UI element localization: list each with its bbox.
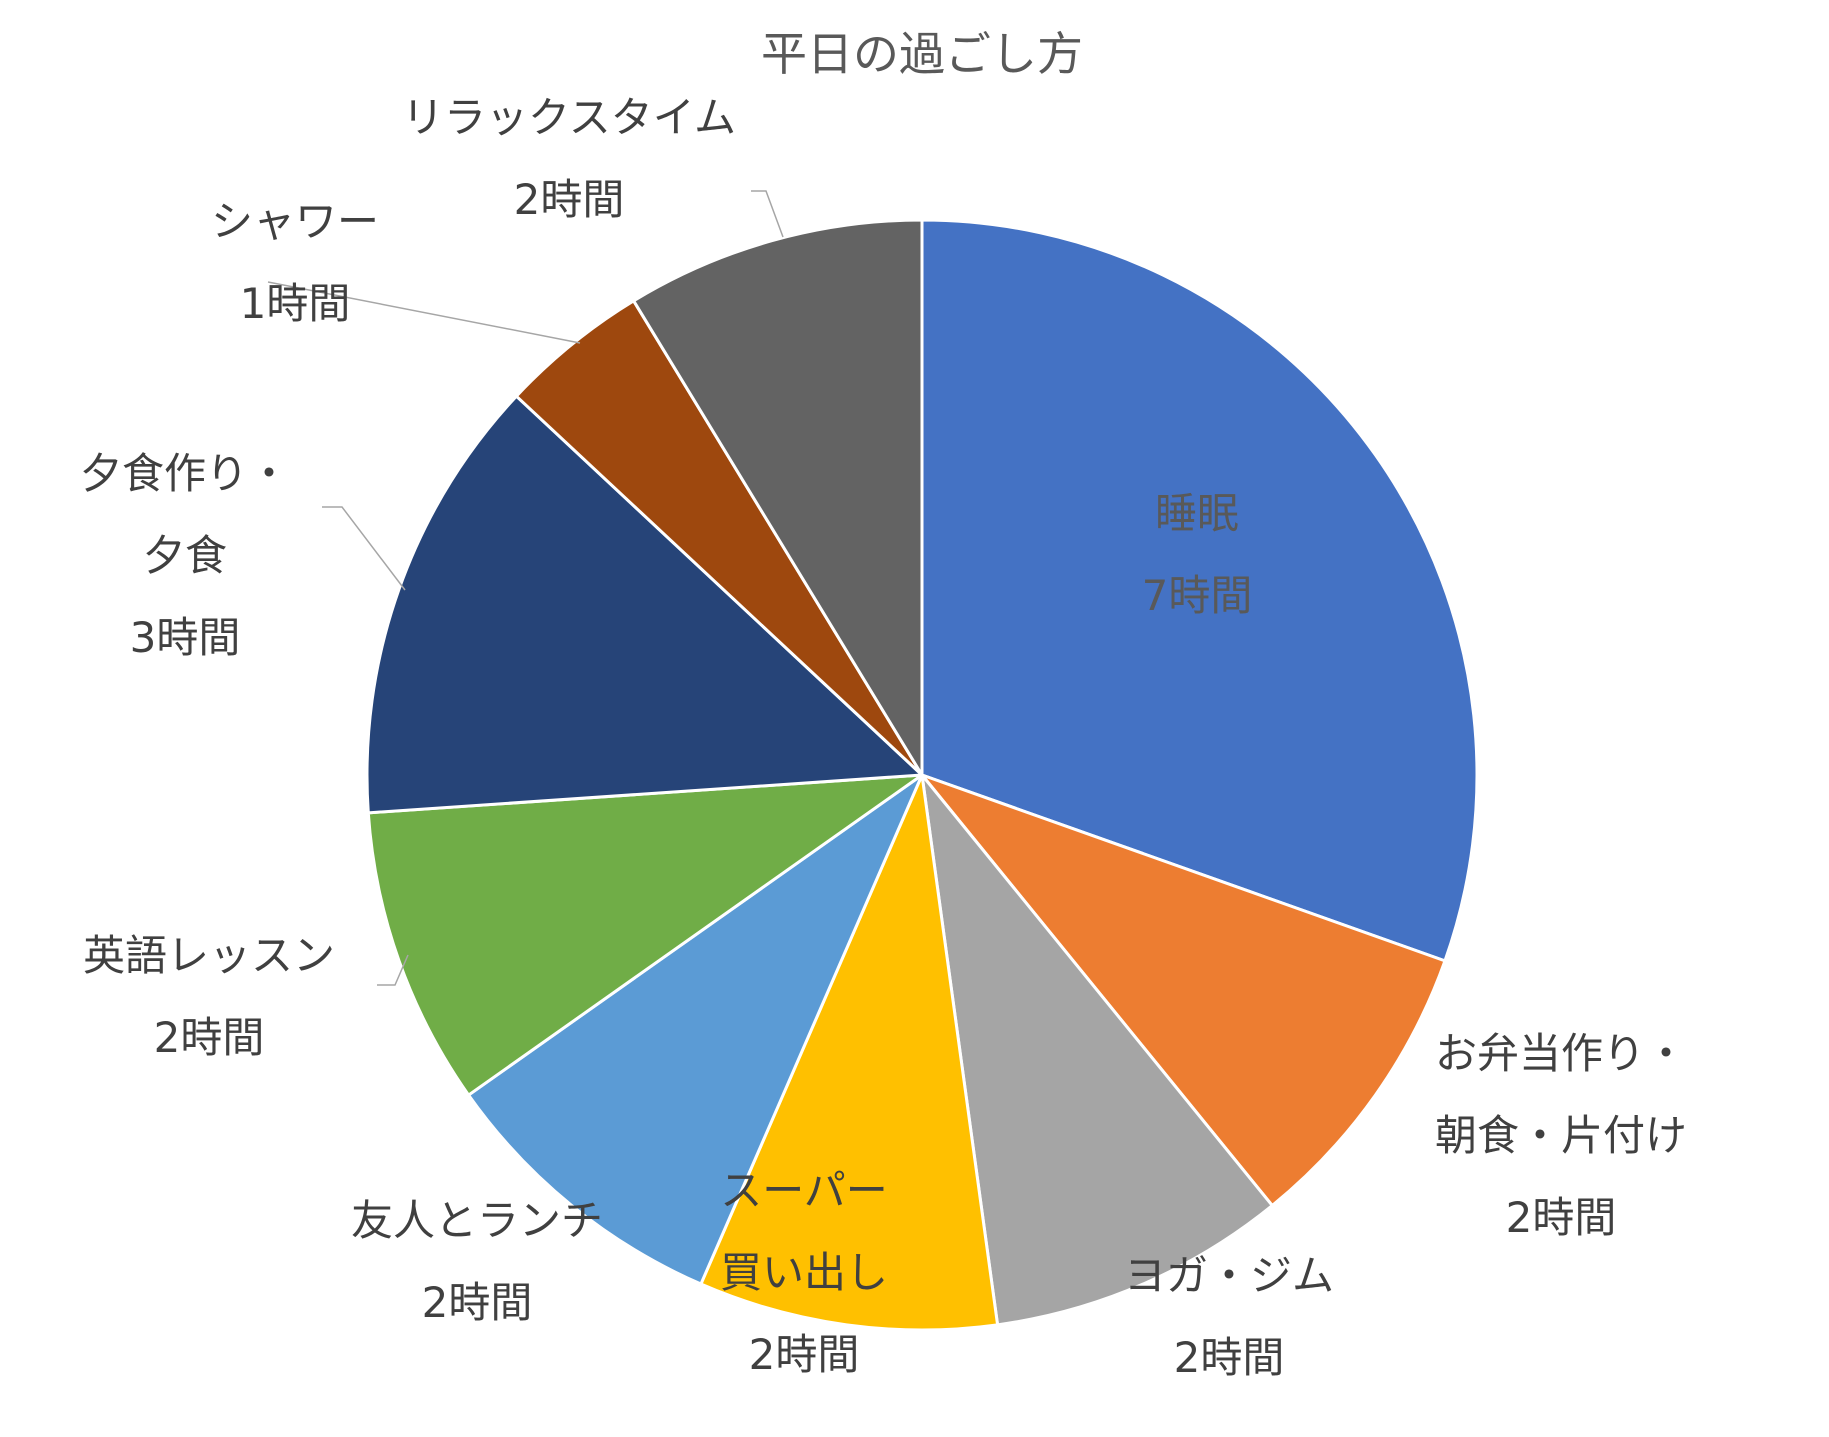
data-label-category: リラックスタイム <box>402 93 736 142</box>
leader-line-9 <box>751 190 784 238</box>
data-label-category: 英語レッスン <box>83 931 335 980</box>
leader-lines <box>267 190 784 986</box>
data-label-category: 夕食 <box>143 531 227 580</box>
data-label-7: 夕食作り・夕食 3時間 <box>80 449 290 662</box>
data-label-category: 睡眠 <box>1155 489 1239 538</box>
leader-line-8 <box>267 281 581 344</box>
data-label-value: 1時間 <box>240 279 351 328</box>
data-label-value: 2時間 <box>422 1278 533 1327</box>
data-label-value: 2時間 <box>514 175 625 224</box>
chart-title: 平日の過ごし方 <box>761 27 1083 81</box>
pie-slice-4 <box>699 773 1000 1332</box>
pie-slice-1 <box>920 218 1479 963</box>
pie-slices <box>365 218 1479 1332</box>
data-label-9: リラックスタイム 2時間 <box>402 93 736 224</box>
pie-slice-6 <box>366 773 924 1097</box>
pie-slice-7 <box>365 394 924 815</box>
data-label-category: 買い出し <box>720 1248 888 1297</box>
data-label-category: スーパー <box>720 1166 888 1215</box>
data-label-category: 夕食作り・ <box>80 449 290 498</box>
data-label-category: ヨガ・ジム <box>1124 1251 1334 1300</box>
pie-slice-2 <box>920 773 1447 1208</box>
data-label-1: 睡眠 7時間 <box>1142 489 1253 620</box>
data-label-category: 友人とランチ <box>351 1196 603 1245</box>
data-label-3: ヨガ・ジム 2時間 <box>1124 1251 1334 1382</box>
data-label-value: 2時間 <box>1174 1333 1285 1382</box>
data-label-category: 朝食・片付け <box>1435 1111 1687 1160</box>
data-label-2: お弁当作り・朝食・片付け 2時間 <box>1435 1029 1687 1242</box>
data-label-8: シャワー 1時間 <box>211 197 379 328</box>
data-label-6: 英語レッスン 2時間 <box>83 931 335 1062</box>
data-label-value: 2時間 <box>1506 1193 1617 1242</box>
data-label-5: 友人とランチ 2時間 <box>351 1196 603 1327</box>
pie-slice-9 <box>632 218 924 777</box>
data-label-category: シャワー <box>211 197 379 246</box>
data-label-value: 2時間 <box>154 1013 265 1062</box>
pie-slice-3 <box>920 773 1274 1327</box>
leader-line-6 <box>377 954 409 986</box>
data-label-4: スーパー買い出し 2時間 <box>720 1166 888 1379</box>
data-label-category: お弁当作り・ <box>1435 1029 1687 1078</box>
data-label-value: 2時間 <box>749 1330 860 1379</box>
data-label-value: 7時間 <box>1142 571 1253 620</box>
data-label-value: 3時間 <box>130 613 241 662</box>
pie-slice-5 <box>467 773 924 1286</box>
leader-line-7 <box>322 506 406 591</box>
